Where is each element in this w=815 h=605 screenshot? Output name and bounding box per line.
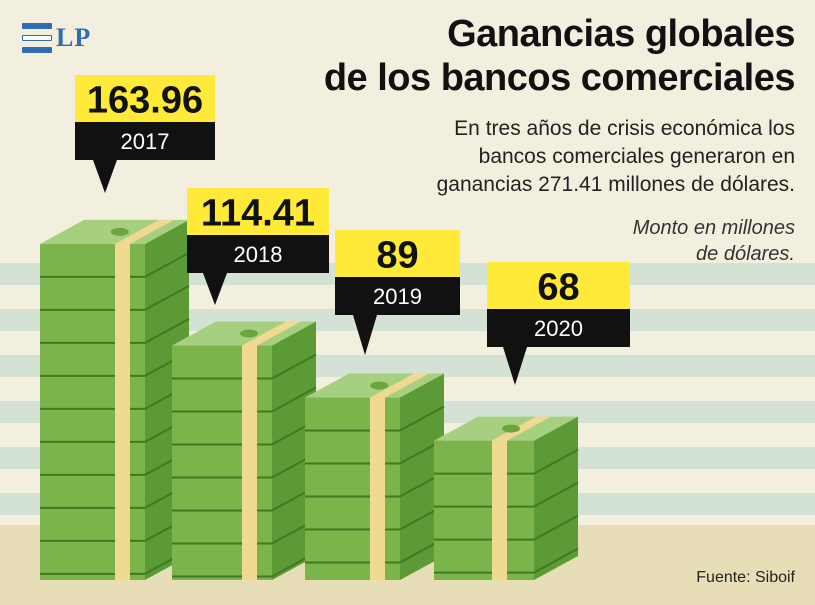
bill-edge — [271, 353, 317, 380]
money-stack-2019 — [305, 373, 445, 580]
value-box — [487, 262, 630, 309]
value-callout-2017: 163.96 2017 — [75, 75, 215, 193]
chart-title: Ganancias globales de los bancos comerci… — [323, 12, 796, 100]
subtitle-line-3: ganancias 271.41 millones de dólares. — [436, 173, 795, 196]
brand-logo-text: LP — [56, 23, 92, 52]
chart-subtitle: En tres años de crisis económica los ban… — [437, 115, 795, 199]
callout-pointer — [353, 315, 377, 355]
bill-seal — [502, 424, 520, 433]
data-label: 163.96 — [87, 80, 203, 122]
flag-icon — [22, 23, 52, 53]
bill-edge — [271, 386, 317, 413]
data-label: 89 — [376, 235, 418, 277]
money-stack-2018 — [172, 321, 317, 580]
value-box — [335, 230, 460, 277]
bill-edge — [533, 547, 579, 574]
value-labels: 163.96 2017 114.41 2018 89 2019 68 2020 — [75, 75, 630, 385]
units-note: Monto en millones de dólares. — [633, 215, 795, 267]
bill-edge — [144, 252, 190, 278]
money-stack-2017 — [40, 219, 190, 580]
brand-logo: LP — [22, 18, 112, 58]
paper-band — [370, 397, 385, 580]
title-line-2: de los bancos comerciales — [323, 57, 796, 99]
note-line-2: de dólares. — [696, 243, 795, 265]
note-line-1: Monto en millones — [632, 217, 795, 239]
callout-pointer — [93, 160, 117, 193]
money-stacks — [40, 219, 579, 580]
year-box — [75, 122, 215, 160]
bill-edge — [533, 481, 579, 508]
bill-edge — [144, 285, 190, 311]
paper-band — [242, 345, 257, 580]
value-callout-2019: 89 2019 — [335, 230, 460, 355]
value-box — [187, 188, 329, 235]
subtitle-line-1: En tres años de crisis económica los — [454, 117, 795, 140]
paper-band-top — [492, 416, 551, 441]
data-label: 114.41 — [201, 193, 315, 235]
money-stack-2020 — [434, 416, 579, 580]
year-box — [187, 235, 329, 273]
paper-band-top — [115, 219, 174, 244]
value-box — [75, 75, 215, 122]
source-note: Fuente: Siboif — [696, 569, 795, 586]
callout-pointer — [503, 347, 527, 385]
bill-seal — [240, 329, 258, 338]
tick-label: 2018 — [234, 242, 283, 267]
callout-pointer — [203, 273, 227, 305]
year-box — [335, 277, 460, 315]
bar — [305, 397, 400, 580]
bill-edge — [533, 514, 579, 541]
bill-edge — [144, 318, 190, 344]
tick-label: 2019 — [373, 284, 422, 309]
data-label: 68 — [537, 267, 579, 309]
tick-label: 2020 — [534, 316, 583, 341]
subtitle-line-2: bancos comerciales generaron en — [478, 145, 795, 168]
value-callout-2020: 68 2020 — [487, 262, 630, 385]
year-box — [487, 309, 630, 347]
paper-band — [115, 243, 130, 580]
bill-edge — [399, 405, 445, 432]
title-line-1: Ganancias globales — [447, 13, 795, 55]
value-callout-2018: 114.41 2018 — [187, 188, 329, 305]
stack-side — [534, 416, 578, 580]
bar — [434, 440, 534, 580]
paper-band — [492, 440, 507, 580]
bill-seal — [110, 227, 129, 236]
bill-edge — [533, 448, 579, 475]
paper-band-top — [370, 373, 429, 398]
bill-seal — [370, 381, 389, 390]
paper-band-top — [242, 321, 301, 346]
tick-label: 2017 — [121, 129, 170, 154]
